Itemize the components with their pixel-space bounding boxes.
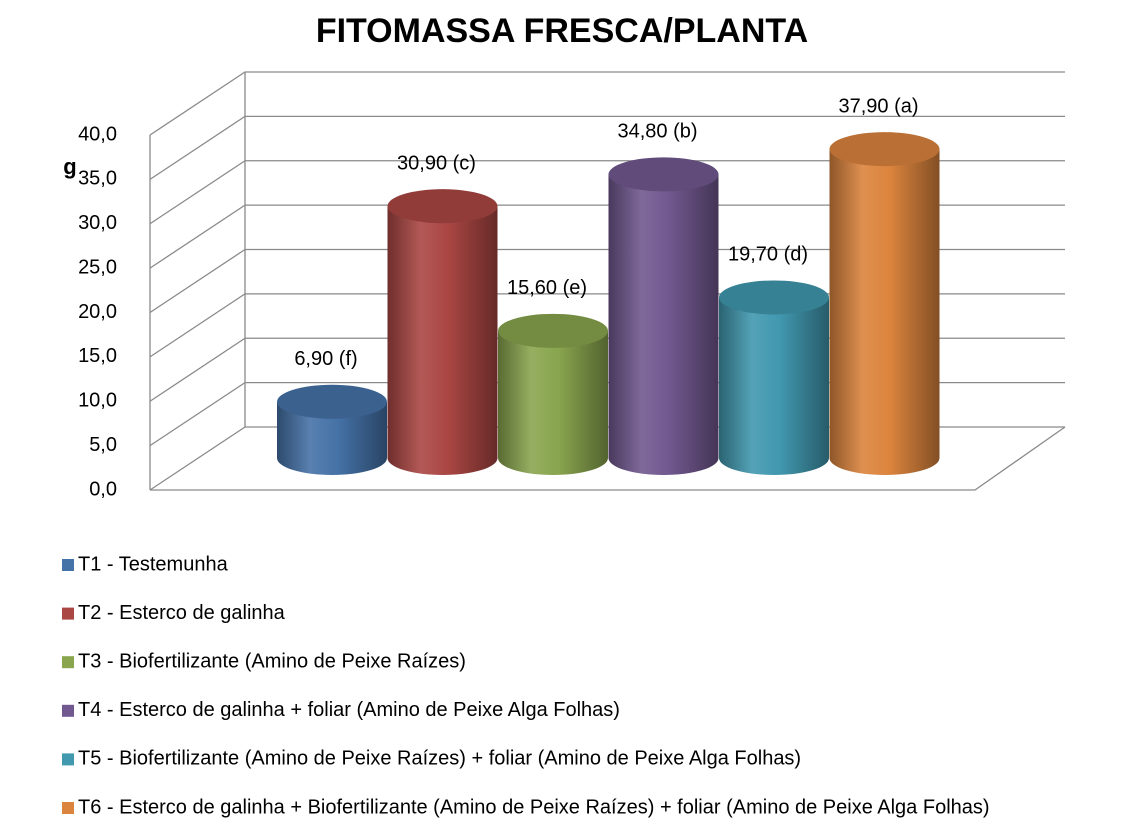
legend-label: T6 - Esterco de galinha + Biofertilizant…: [78, 796, 990, 818]
data-label: 15,60 (e): [507, 277, 587, 299]
legend-label: T4 - Esterco de galinha + foliar (Amino …: [78, 699, 620, 721]
data-label: 30,90 (c): [397, 152, 476, 174]
bar-top: [829, 132, 940, 167]
y-axis-label: g: [63, 154, 76, 179]
y-tick-label: 25,0: [78, 256, 117, 278]
legend-swatch: [62, 802, 74, 814]
chart-title: FITOMASSA FRESCA/PLANTA: [316, 12, 808, 50]
bar: [608, 174, 719, 458]
bar-top: [719, 280, 829, 315]
legend-label: T5 - Biofertilizante (Amino de Peixe Raí…: [78, 748, 801, 770]
legend-label: T2 - Esterco de galinha: [78, 602, 286, 624]
bar-top: [498, 313, 608, 348]
legend-swatch: [62, 559, 74, 571]
bar-top: [277, 384, 387, 419]
bar: [387, 206, 498, 458]
legend-swatch: [62, 607, 74, 620]
legend-swatch: [62, 656, 74, 669]
data-label: 6,90 (f): [294, 348, 357, 370]
y-tick-label: 0,0: [89, 478, 117, 500]
data-label: 34,80 (b): [617, 121, 697, 143]
y-tick-label: 30,0: [78, 212, 117, 234]
y-tick-label: 15,0: [78, 345, 117, 367]
bar: [829, 149, 940, 459]
y-tick-label: 20,0: [78, 301, 117, 323]
y-tick-label: 40,0: [78, 123, 117, 145]
bar-top: [608, 157, 719, 192]
y-tick-label: 35,0: [78, 168, 117, 190]
bar: [719, 297, 829, 458]
legend-swatch: [62, 704, 74, 717]
grid-line: [149, 71, 1065, 136]
bar: [498, 330, 608, 458]
data-label: 19,70 (d): [728, 244, 808, 266]
bar-top: [387, 189, 498, 224]
legend-swatch: [62, 753, 74, 766]
legend-label: T3 - Biofertilizante (Amino de Peixe Raí…: [78, 650, 466, 672]
y-tick-label: 5,0: [89, 434, 117, 456]
y-tick-label: 10,0: [78, 390, 117, 412]
floor-edge: [150, 426, 1066, 491]
legend-label: T1 - Testemunha: [78, 553, 229, 575]
data-label: 37,90 (a): [838, 95, 918, 117]
